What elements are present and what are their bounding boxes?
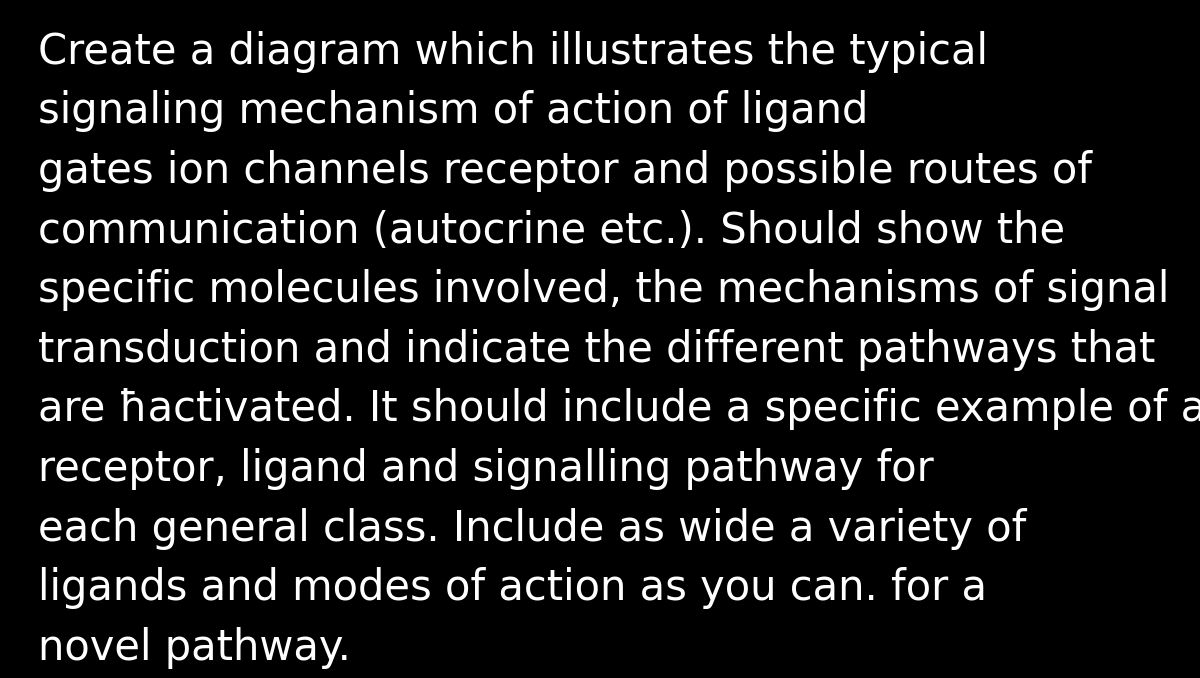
Text: receptor, ligand and signalling pathway for: receptor, ligand and signalling pathway … bbox=[38, 448, 934, 490]
Text: transduction and indicate the different pathways that: transduction and indicate the different … bbox=[38, 329, 1156, 371]
Text: ligands and modes of action as you can. for a: ligands and modes of action as you can. … bbox=[38, 567, 988, 610]
Text: Create a diagram which illustrates the typical: Create a diagram which illustrates the t… bbox=[38, 31, 989, 73]
Text: each general class. Include as wide a variety of: each general class. Include as wide a va… bbox=[38, 508, 1027, 550]
Text: communication (autocrine etc.). Should show the: communication (autocrine etc.). Should s… bbox=[38, 210, 1066, 252]
Text: gates ion channels receptor and possible routes of: gates ion channels receptor and possible… bbox=[38, 150, 1092, 192]
Text: novel pathway.: novel pathway. bbox=[38, 627, 352, 669]
Text: are ħactivated. It should include a specific example of a: are ħactivated. It should include a spec… bbox=[38, 388, 1200, 431]
Text: signaling mechanism of action of ligand: signaling mechanism of action of ligand bbox=[38, 90, 869, 132]
Text: specific molecules involved, the mechanisms of signal: specific molecules involved, the mechani… bbox=[38, 269, 1170, 311]
